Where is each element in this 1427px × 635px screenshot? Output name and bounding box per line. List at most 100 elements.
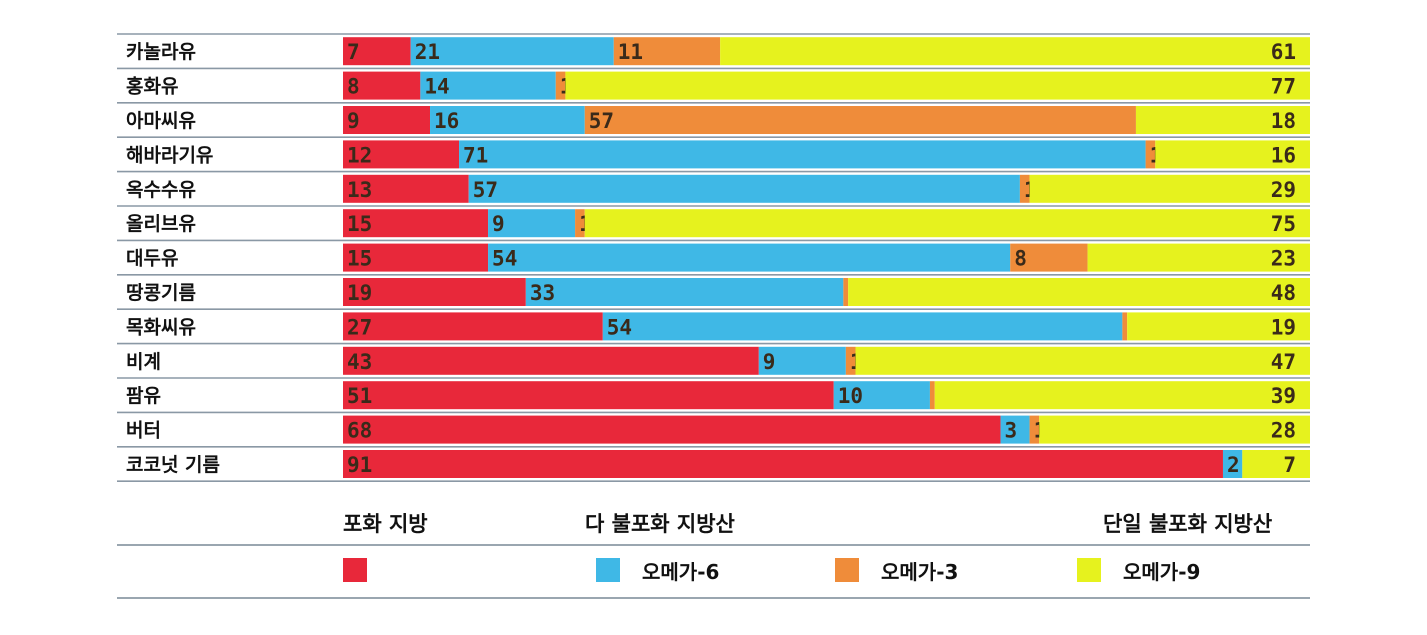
data-label-omega9: 61 bbox=[1271, 40, 1296, 64]
data-label-saturated: 13 bbox=[347, 178, 372, 202]
data-label-saturated: 51 bbox=[347, 384, 372, 408]
category-label: 해바라기유 bbox=[126, 144, 213, 166]
bar-segment-omega3 bbox=[613, 37, 721, 66]
category-label: 옥수수유 bbox=[126, 179, 196, 201]
bar-segment-saturated bbox=[343, 71, 421, 100]
bar-segment-omega6 bbox=[833, 381, 930, 410]
data-label-saturated: 8 bbox=[347, 75, 360, 99]
bar-segment-saturated bbox=[343, 140, 460, 169]
bar-segment-omega9 bbox=[1155, 140, 1310, 169]
legend-item-omega9: 오메가-9 bbox=[1077, 557, 1201, 584]
data-label-saturated: 15 bbox=[347, 212, 372, 236]
bar-segment-omega6 bbox=[525, 278, 844, 306]
legend-item-saturated bbox=[343, 557, 389, 583]
data-label-omega6: 71 bbox=[463, 143, 488, 167]
data-label-omega3: 8 bbox=[1014, 247, 1027, 271]
bar-segment-omega9 bbox=[848, 278, 1310, 306]
bar-segment-omega3 bbox=[1019, 174, 1030, 203]
category-label: 목화씨유 bbox=[126, 316, 196, 338]
legend-label-omega6: 오메가-6 bbox=[642, 559, 720, 584]
bar-segment-omega9 bbox=[1135, 106, 1310, 134]
bar-segment-saturated bbox=[343, 450, 1223, 478]
category-label: 땅콩기름 bbox=[126, 282, 196, 304]
bar-segment-omega3 bbox=[1122, 312, 1128, 341]
bar-segment-omega9 bbox=[584, 209, 1310, 238]
bar-segment-omega9 bbox=[1242, 450, 1310, 478]
bar-segment-saturated bbox=[343, 312, 603, 341]
data-label-omega9: 47 bbox=[1271, 350, 1296, 374]
legend-label-omega3: 오메가-3 bbox=[881, 559, 959, 584]
legend-swatch-omega9 bbox=[1077, 558, 1101, 582]
bar-segment-omega9 bbox=[1039, 415, 1310, 444]
bar-segment-omega9 bbox=[934, 381, 1310, 410]
data-label-omega9: 23 bbox=[1271, 247, 1296, 271]
bar-segment-omega9 bbox=[1127, 312, 1310, 341]
data-label-omega9: 77 bbox=[1271, 75, 1296, 99]
category-label: 카놀라유 bbox=[126, 41, 196, 63]
bar-segment-omega6 bbox=[602, 312, 1123, 341]
bar-segment-omega6 bbox=[1000, 415, 1030, 444]
data-label-omega9: 29 bbox=[1271, 178, 1296, 202]
bar-segment-omega6 bbox=[430, 106, 585, 134]
legend-label-omega9: 오메가-9 bbox=[1123, 559, 1201, 584]
data-label-omega6: 16 bbox=[434, 109, 459, 133]
bar-segment-omega6 bbox=[420, 71, 556, 100]
bar-segment-omega9 bbox=[855, 346, 1310, 375]
data-label-omega9: 18 bbox=[1271, 109, 1296, 133]
data-label-omega9: 28 bbox=[1271, 419, 1296, 443]
bar-segment-omega9 bbox=[720, 37, 1310, 66]
category-label: 아마씨유 bbox=[126, 110, 196, 132]
bar-segment-saturated bbox=[343, 174, 469, 203]
bar-segment-omega3 bbox=[845, 346, 856, 375]
bar-segment-saturated bbox=[343, 209, 489, 238]
category-label: 코코넛 기름 bbox=[126, 454, 220, 476]
bar-segment-omega6 bbox=[1222, 450, 1243, 478]
data-label-omega9: 48 bbox=[1271, 281, 1296, 305]
data-label-omega6: 2 bbox=[1227, 453, 1240, 477]
data-label-omega6: 10 bbox=[838, 384, 863, 408]
bar-segment-saturated bbox=[343, 37, 411, 66]
data-label-omega6: 9 bbox=[492, 212, 505, 236]
bar-segment-omega3 bbox=[584, 106, 1136, 134]
bar-segment-omega3 bbox=[1029, 415, 1040, 444]
legend-header-polyunsaturated: 다 불포화 지방산 bbox=[585, 512, 735, 536]
bar-segment-omega3 bbox=[1145, 140, 1156, 169]
legend-swatch-omega3 bbox=[835, 558, 859, 582]
data-label-omega6: 54 bbox=[492, 247, 517, 271]
data-label-omega9: 16 bbox=[1271, 143, 1296, 167]
bar-segment-omega6 bbox=[468, 174, 1020, 203]
legend-item-omega6: 오메가-6 bbox=[596, 557, 720, 584]
bar-segment-saturated bbox=[343, 278, 526, 306]
data-label-omega9: 75 bbox=[1271, 212, 1296, 236]
data-label-saturated: 43 bbox=[347, 350, 372, 374]
category-label: 홍화유 bbox=[126, 75, 178, 98]
data-label-omega6: 9 bbox=[763, 350, 776, 374]
data-label-omega6: 33 bbox=[530, 281, 555, 305]
data-label-omega6: 57 bbox=[473, 178, 498, 202]
data-label-saturated: 7 bbox=[347, 40, 360, 64]
bar-segment-omega6 bbox=[459, 140, 1146, 169]
bar-segment-omega9 bbox=[565, 71, 1310, 100]
bar-segment-omega3 bbox=[1010, 243, 1088, 272]
data-label-omega6: 14 bbox=[424, 75, 449, 99]
data-label-omega9: 39 bbox=[1271, 384, 1296, 408]
legend-swatch-saturated bbox=[343, 558, 367, 582]
bar-segment-omega9 bbox=[1087, 243, 1310, 272]
category-label: 팜유 bbox=[126, 385, 161, 407]
bar-segment-omega6 bbox=[410, 37, 614, 66]
bar-segment-omega9 bbox=[1029, 174, 1310, 203]
bar-segment-omega6 bbox=[488, 243, 1011, 272]
legend-item-omega3: 오메가-3 bbox=[835, 557, 959, 584]
legend-swatch-omega6 bbox=[596, 558, 620, 582]
bar-segment-omega3 bbox=[575, 209, 585, 238]
data-label-omega3: 11 bbox=[618, 40, 643, 64]
bar-segment-saturated bbox=[343, 106, 431, 134]
bar-segment-omega3 bbox=[843, 278, 849, 306]
bar-segment-saturated bbox=[343, 381, 834, 410]
bar-segment-omega6 bbox=[488, 209, 576, 238]
category-label: 버터 bbox=[126, 420, 161, 442]
legend-divider-top bbox=[117, 544, 1310, 546]
category-label: 비계 bbox=[126, 351, 161, 373]
bar-segment-omega3 bbox=[555, 71, 566, 100]
stacked-bar-chart: 카놀라유7211161홍화유814177아마씨유9165718해바라기유1271… bbox=[117, 33, 1310, 483]
